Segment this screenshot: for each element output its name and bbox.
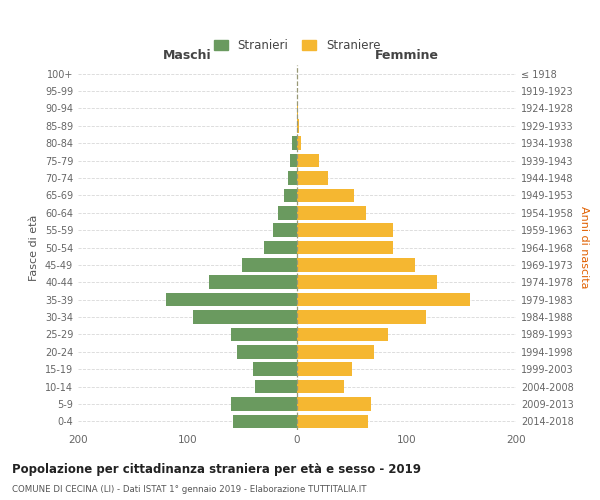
Y-axis label: Fasce di età: Fasce di età — [29, 214, 39, 280]
Bar — [297, 397, 371, 410]
Bar — [166, 293, 297, 306]
Bar — [297, 136, 301, 150]
Bar — [273, 224, 297, 237]
Bar — [288, 171, 297, 185]
Bar — [297, 380, 344, 394]
Bar — [284, 188, 297, 202]
Text: Femmine: Femmine — [374, 48, 439, 62]
Bar — [297, 328, 388, 341]
Bar — [297, 362, 352, 376]
Bar — [297, 310, 426, 324]
Bar — [297, 188, 354, 202]
Bar — [297, 224, 394, 237]
Bar — [297, 119, 299, 132]
Text: COMUNE DI CECINA (LI) - Dati ISTAT 1° gennaio 2019 - Elaborazione TUTTITALIA.IT: COMUNE DI CECINA (LI) - Dati ISTAT 1° ge… — [12, 485, 367, 494]
Bar — [237, 345, 297, 358]
Bar — [209, 276, 297, 289]
Bar — [292, 136, 297, 150]
Bar — [264, 240, 297, 254]
Bar — [297, 102, 298, 115]
Bar — [297, 154, 319, 168]
Bar — [297, 276, 437, 289]
Bar — [278, 206, 297, 220]
Text: Maschi: Maschi — [163, 48, 212, 62]
Text: Popolazione per cittadinanza straniera per età e sesso - 2019: Popolazione per cittadinanza straniera p… — [12, 462, 421, 475]
Bar — [242, 258, 297, 272]
Bar — [232, 397, 297, 410]
Bar — [256, 380, 297, 394]
Legend: Stranieri, Straniere: Stranieri, Straniere — [209, 34, 385, 57]
Y-axis label: Anni di nascita: Anni di nascita — [579, 206, 589, 289]
Bar — [297, 258, 415, 272]
Bar — [297, 240, 394, 254]
Bar — [253, 362, 297, 376]
Bar — [193, 310, 297, 324]
Bar — [233, 414, 297, 428]
Bar — [232, 328, 297, 341]
Bar — [297, 171, 328, 185]
Bar — [297, 206, 366, 220]
Bar — [297, 414, 368, 428]
Bar — [290, 154, 297, 168]
Bar — [297, 345, 374, 358]
Bar — [297, 293, 470, 306]
